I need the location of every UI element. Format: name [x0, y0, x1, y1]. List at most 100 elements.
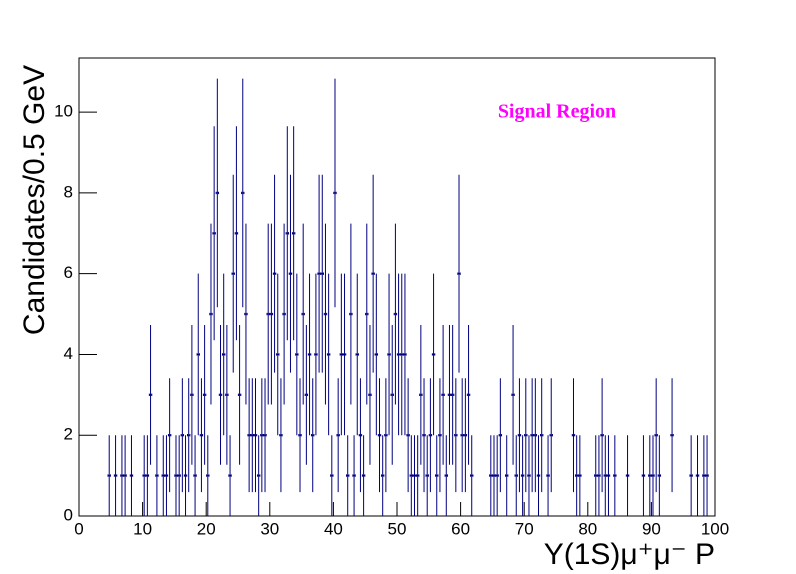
error-bar-point — [358, 378, 363, 493]
error-bar-point — [196, 273, 200, 436]
error-bar-point — [438, 378, 442, 493]
error-bar-point — [256, 435, 261, 516]
error-bar-point — [466, 324, 471, 465]
error-bar-point — [444, 435, 448, 516]
error-bar-point — [266, 223, 270, 405]
y-tick-label: 10 — [54, 102, 73, 121]
error-bar-point — [435, 435, 439, 516]
error-bar-point — [505, 435, 509, 516]
x-tick-label: 70 — [515, 519, 534, 538]
error-bar-point — [282, 223, 286, 405]
error-bar-point — [463, 378, 468, 493]
error-bar-point — [129, 435, 134, 516]
error-bar-point — [107, 435, 111, 516]
x-tick-label: 20 — [197, 519, 216, 538]
error-bar-point — [606, 435, 611, 516]
error-bar-point — [237, 324, 242, 465]
error-bar-point — [298, 378, 302, 493]
error-bar-point — [374, 273, 379, 436]
error-bar-point — [527, 435, 531, 516]
error-bar-point — [371, 174, 375, 373]
error-bar-point — [333, 78, 337, 308]
error-bar-point — [349, 223, 353, 405]
x-tick-label: 90 — [642, 519, 661, 538]
error-bar-point — [199, 378, 204, 493]
x-tick-label: 100 — [701, 519, 729, 538]
error-bar-point — [177, 435, 181, 516]
error-bar-point — [517, 378, 522, 493]
error-bar-point — [113, 435, 118, 516]
error-bar-point — [142, 435, 146, 516]
error-bar-point — [155, 435, 159, 516]
error-bar-point — [495, 435, 499, 516]
error-bar-point — [603, 435, 607, 516]
error-bar-point — [705, 435, 709, 516]
error-bar-point — [409, 435, 414, 516]
error-bar-point — [415, 435, 420, 516]
error-bar-point — [285, 126, 289, 341]
error-bar-point — [489, 435, 493, 516]
error-bar-point — [276, 273, 280, 436]
error-bar-point — [406, 378, 410, 493]
y-tick-label: 0 — [64, 505, 73, 524]
error-bar-point — [190, 324, 194, 465]
error-bar-point — [183, 435, 188, 516]
error-bar-point — [454, 378, 458, 493]
error-bar-point — [120, 435, 124, 516]
error-bar-point — [218, 324, 223, 465]
error-bar-point — [291, 126, 296, 341]
error-bar-point — [498, 378, 503, 493]
error-bar-point — [536, 435, 541, 516]
y-axis-label: Candidates/0.5 GeV — [18, 65, 51, 335]
y-tick-label: 2 — [64, 425, 73, 444]
error-bar-point — [295, 273, 299, 436]
error-bar-point — [269, 223, 274, 405]
error-bar-point — [654, 378, 658, 493]
plot-frame — [78, 57, 716, 517]
error-bar-point — [253, 378, 258, 493]
error-bar-point — [539, 378, 544, 493]
error-bar-point — [425, 435, 429, 516]
error-bar-point — [247, 378, 251, 493]
x-axis-label: Υ(1S)μ⁺μ⁻ P — [544, 538, 715, 571]
error-bar-point — [206, 435, 210, 516]
error-bar-point — [492, 435, 496, 516]
error-bar-point — [594, 435, 598, 516]
error-bar-point — [244, 223, 248, 405]
error-bar-point — [412, 435, 417, 516]
error-bar-point — [174, 435, 178, 516]
error-bar-point — [202, 324, 207, 465]
error-bar-point — [167, 378, 172, 493]
error-bar-point — [145, 435, 150, 516]
error-bar-point — [339, 273, 344, 436]
error-bar-point — [460, 378, 464, 493]
error-bar-point — [187, 378, 191, 493]
error-bar-point — [447, 324, 452, 465]
error-bar-point — [307, 273, 312, 436]
error-bar-point — [648, 435, 652, 516]
error-bar-point — [403, 273, 407, 436]
error-bar-point — [234, 126, 239, 341]
error-bar-point — [342, 273, 347, 436]
error-bar-point — [209, 223, 213, 405]
error-bar-point — [263, 378, 267, 493]
error-bar-point — [549, 378, 553, 493]
error-bar-point — [533, 378, 538, 493]
error-bar-point — [651, 435, 655, 516]
error-bar-point — [422, 378, 426, 493]
error-bar-point — [524, 378, 528, 493]
x-tick-label: 0 — [74, 519, 83, 538]
error-bar-point — [228, 435, 232, 516]
error-bar-point — [215, 78, 220, 308]
error-bar-point — [221, 273, 226, 436]
error-bar-point — [613, 435, 617, 516]
error-bar-point — [260, 378, 264, 493]
error-bar-point — [368, 324, 372, 465]
error-bar-point — [193, 435, 197, 516]
x-tick-label: 30 — [260, 519, 279, 538]
annotation: Signal Region — [498, 101, 616, 123]
error-bar-point — [180, 378, 185, 493]
error-bar-point — [597, 435, 601, 516]
error-bar-point — [419, 324, 423, 465]
